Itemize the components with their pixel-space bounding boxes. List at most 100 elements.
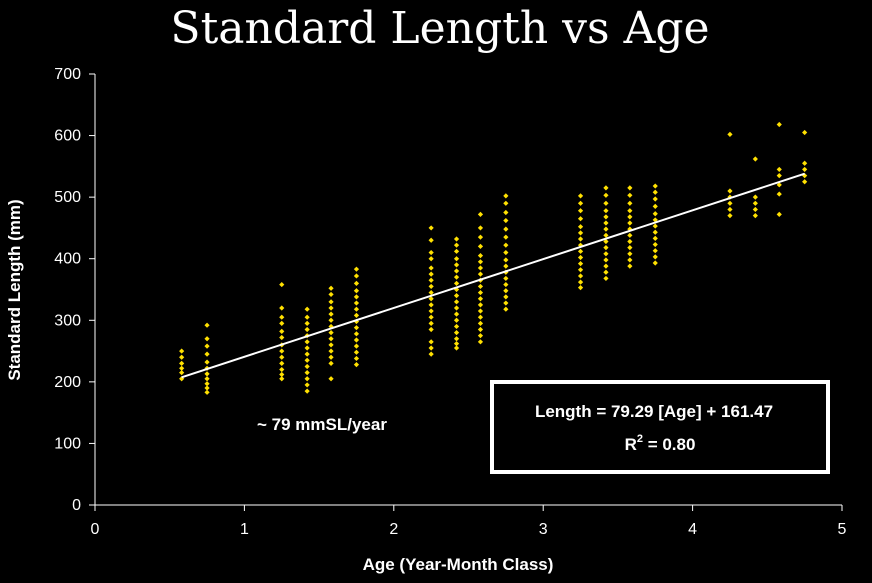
data-point <box>603 263 609 269</box>
data-point <box>477 283 484 290</box>
data-point <box>304 345 310 351</box>
data-point <box>353 312 360 318</box>
data-point <box>204 343 210 349</box>
data-point <box>503 249 509 256</box>
data-point <box>776 121 782 128</box>
data-point <box>428 225 434 231</box>
data-point <box>428 271 434 277</box>
x-tick-label: 3 <box>539 521 548 538</box>
data-point <box>179 365 185 371</box>
data-point <box>304 306 310 312</box>
data-point <box>577 261 584 267</box>
data-point <box>477 253 484 259</box>
data-point <box>328 342 334 348</box>
data-point <box>304 326 310 333</box>
x-tick-label: 0 <box>91 521 100 538</box>
data-point <box>453 248 460 254</box>
data-point <box>627 232 633 238</box>
data-point <box>577 230 584 236</box>
data-point <box>477 234 484 240</box>
data-point <box>453 274 460 280</box>
data-point <box>304 320 310 326</box>
data-point <box>802 172 808 179</box>
data-point <box>477 225 484 231</box>
data-point <box>328 299 334 305</box>
data-point <box>577 200 584 206</box>
data-point <box>353 331 360 337</box>
data-point <box>328 285 334 291</box>
data-point <box>279 366 285 373</box>
data-point <box>204 381 210 387</box>
data-point <box>503 263 509 269</box>
data-point <box>503 281 509 288</box>
data-point <box>353 273 360 279</box>
data-point <box>477 265 484 271</box>
data-point <box>652 189 658 195</box>
data-point <box>503 275 509 282</box>
data-point <box>627 185 633 191</box>
data-point <box>328 330 334 336</box>
y-axis-label: Standard Length (mm) <box>5 199 24 380</box>
data-point <box>328 311 334 317</box>
data-point <box>503 226 509 232</box>
data-point <box>727 206 733 213</box>
data-point <box>279 348 285 354</box>
r-squared-exponent: 2 <box>637 433 643 445</box>
data-point <box>179 348 185 354</box>
data-point <box>752 213 758 219</box>
data-point <box>603 238 609 245</box>
x-tick-label: 2 <box>389 521 398 538</box>
data-point <box>603 245 609 251</box>
data-point <box>627 251 633 257</box>
data-point <box>776 182 782 188</box>
data-point <box>603 251 609 257</box>
data-point <box>279 376 285 382</box>
data-point <box>652 203 658 209</box>
data-point <box>802 179 808 185</box>
data-point <box>428 308 434 314</box>
data-point <box>353 306 360 312</box>
data-point <box>453 311 460 317</box>
data-point <box>627 220 633 226</box>
data-point <box>652 196 658 202</box>
data-point <box>577 208 584 214</box>
data-point <box>503 294 509 300</box>
data-point <box>279 320 285 326</box>
data-point <box>304 339 310 345</box>
data-point <box>577 254 584 261</box>
data-point <box>204 376 210 382</box>
data-point <box>577 236 584 242</box>
data-point <box>428 265 434 271</box>
data-point <box>453 268 460 274</box>
data-point <box>304 351 310 357</box>
data-point <box>802 129 808 136</box>
data-point <box>652 183 658 189</box>
data-point <box>503 242 509 248</box>
data-point <box>328 348 334 354</box>
data-point <box>477 320 484 326</box>
data-point <box>477 271 484 277</box>
data-point <box>603 192 609 198</box>
y-tick-label: 700 <box>54 66 81 83</box>
data-point <box>603 226 609 232</box>
x-tick-label: 4 <box>688 521 697 538</box>
y-tick-label: 600 <box>54 128 81 145</box>
data-point <box>353 343 360 349</box>
data-point <box>304 363 310 370</box>
data-point <box>428 314 434 320</box>
regression-equation: Length = 79.29 [Age] + 161.47 <box>535 402 773 421</box>
data-point <box>453 242 460 248</box>
data-point <box>428 351 434 357</box>
data-point <box>279 354 285 360</box>
x-axis-label: Age (Year-Month Class) <box>363 555 554 574</box>
data-point <box>353 288 360 294</box>
data-point <box>577 285 584 291</box>
x-tick-label: 5 <box>838 521 847 538</box>
r-squared-label: R <box>625 435 637 454</box>
data-point <box>204 359 210 365</box>
data-point <box>503 200 509 206</box>
data-point <box>428 345 434 351</box>
data-point <box>503 300 509 306</box>
data-point <box>802 166 808 173</box>
data-point <box>603 275 609 282</box>
